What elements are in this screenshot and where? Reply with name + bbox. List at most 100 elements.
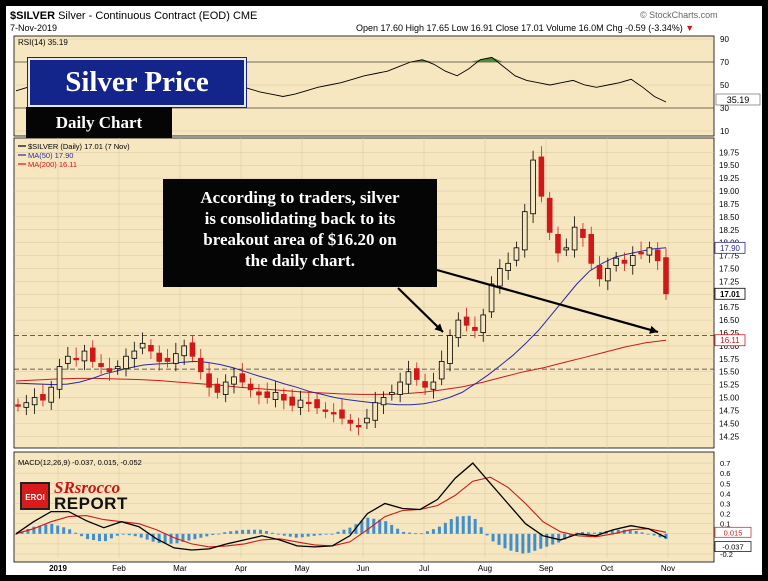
price-legend: $SILVER (Daily) 17.01 (7 Nov)MA(50) 17.9… — [18, 142, 130, 169]
candle-body — [571, 226, 578, 251]
histogram-bar — [640, 532, 644, 534]
candle-body — [580, 228, 586, 238]
candle-body — [629, 255, 636, 266]
logo-text-top: SRsrocco — [54, 478, 121, 497]
candle-body — [314, 399, 320, 409]
ohlc-values: Open 17.60 High 17.65 Low 16.91 Close 17… — [356, 23, 683, 33]
ohlc-readout: Open 17.60 High 17.65 Low 16.91 Close 17… — [356, 23, 694, 33]
macd-x-label: Nov — [661, 564, 675, 573]
macd-lines — [15, 462, 667, 551]
histogram-bar — [276, 533, 280, 535]
macd-tick-label: 0.5 — [720, 479, 730, 488]
histogram-bar — [515, 533, 519, 553]
candle-body — [438, 361, 445, 380]
price-tick-label: 15.50 — [719, 368, 740, 377]
histogram-bar — [235, 530, 239, 534]
candle-body — [106, 368, 113, 373]
histogram-bar — [360, 520, 364, 534]
candle-body — [646, 247, 653, 256]
macd-histogram — [14, 515, 668, 554]
macd-x-label: Feb — [112, 564, 126, 573]
candle-body — [156, 352, 163, 362]
exchange: CME — [232, 10, 258, 22]
macd-tick-label: 0.3 — [720, 499, 730, 508]
silver-price-title: Silver Price — [28, 58, 246, 107]
candle-body — [214, 383, 221, 393]
candle-body — [330, 412, 337, 415]
histogram-bar — [199, 533, 203, 538]
price-tick-label: 15.25 — [719, 381, 740, 390]
macd-tick-label: -0.2 — [720, 550, 733, 559]
histogram-bar — [270, 532, 274, 534]
symbol: $SILVER — [10, 10, 56, 22]
candle-body — [81, 350, 88, 362]
ma50-path — [15, 247, 667, 406]
price-tick-label: 16.50 — [719, 316, 740, 325]
macd-x-label: Jul — [419, 564, 429, 573]
instrument-name: Silver - Continuous Contract (EOD) — [58, 10, 230, 22]
price-grid — [14, 138, 714, 448]
histogram-bar — [497, 533, 501, 545]
price-tick-label: 17.25 — [719, 277, 740, 286]
srsrocco-logo: EROI SRsrocco REPORT — [20, 478, 160, 513]
macd-x-axis: 2019 Feb Mar Apr May Jun Jul Aug Sep Oct Nov — [49, 564, 675, 573]
candle-body — [389, 391, 395, 395]
histogram-bar — [545, 533, 549, 547]
histogram-bar — [557, 533, 561, 543]
candle-body — [521, 211, 528, 251]
rsi-tick-label: 70 — [720, 58, 729, 67]
candle-body — [305, 401, 312, 405]
candle-body — [239, 373, 246, 383]
histogram-bar — [533, 533, 537, 551]
candle-body — [480, 314, 487, 333]
candle-body — [513, 247, 520, 261]
histogram-bar — [467, 515, 471, 534]
price-tag-box — [714, 241, 746, 254]
histogram-bar — [378, 519, 382, 534]
histogram-bar — [437, 526, 441, 534]
histogram-bar — [306, 533, 310, 537]
candle-body — [605, 268, 611, 282]
histogram-bar — [26, 528, 30, 534]
histogram-bar — [366, 517, 370, 534]
candle-body — [405, 371, 412, 385]
macd-tick-label: 0.1 — [720, 520, 730, 529]
macd-tag-text: 0.015 — [724, 528, 743, 537]
histogram-bar — [324, 533, 328, 535]
histogram-bar — [241, 529, 245, 534]
macd-line — [15, 462, 667, 551]
candle-body — [372, 402, 379, 421]
histogram-bar — [414, 533, 418, 535]
macd-tick-label: 0.2 — [720, 510, 730, 519]
candle-body — [65, 355, 71, 364]
histogram-bar — [527, 533, 531, 553]
macd-x-label: Aug — [478, 564, 492, 573]
candle-body — [197, 357, 204, 373]
legend-entry: $SILVER (Daily) 17.01 (7 Nov) — [28, 142, 130, 151]
candle-body — [15, 404, 21, 407]
candle-body — [555, 234, 561, 254]
candle-body — [56, 366, 63, 390]
candle-body — [281, 394, 287, 401]
histogram-bar — [282, 533, 286, 536]
histogram-bar — [181, 533, 185, 542]
callout-line: breakout area of $16.20 on — [203, 230, 397, 249]
price-tick-label: 19.00 — [719, 187, 740, 196]
candle-body — [322, 409, 329, 412]
macd-legend: MACD(12,26,9) -0.037, 0.015, -0.052 — [18, 458, 142, 467]
histogram-bar — [294, 533, 298, 538]
candle-body — [364, 417, 370, 424]
candle-body — [297, 399, 304, 408]
candle-body — [98, 363, 104, 367]
macd-legend-label: MACD(12,26,9) -0.037, 0.015, -0.052 — [18, 458, 142, 467]
candle-body — [181, 345, 187, 357]
histogram-bar — [217, 533, 221, 535]
arrow-to-breakout-head — [434, 323, 443, 332]
macd-tick-label: 0.7 — [720, 459, 730, 468]
histogram-bar — [247, 529, 251, 534]
candle-body — [148, 344, 154, 352]
candle-body — [380, 397, 387, 406]
histogram-bar — [485, 533, 489, 536]
histogram-bar — [598, 531, 602, 534]
histogram-bar — [336, 531, 340, 534]
